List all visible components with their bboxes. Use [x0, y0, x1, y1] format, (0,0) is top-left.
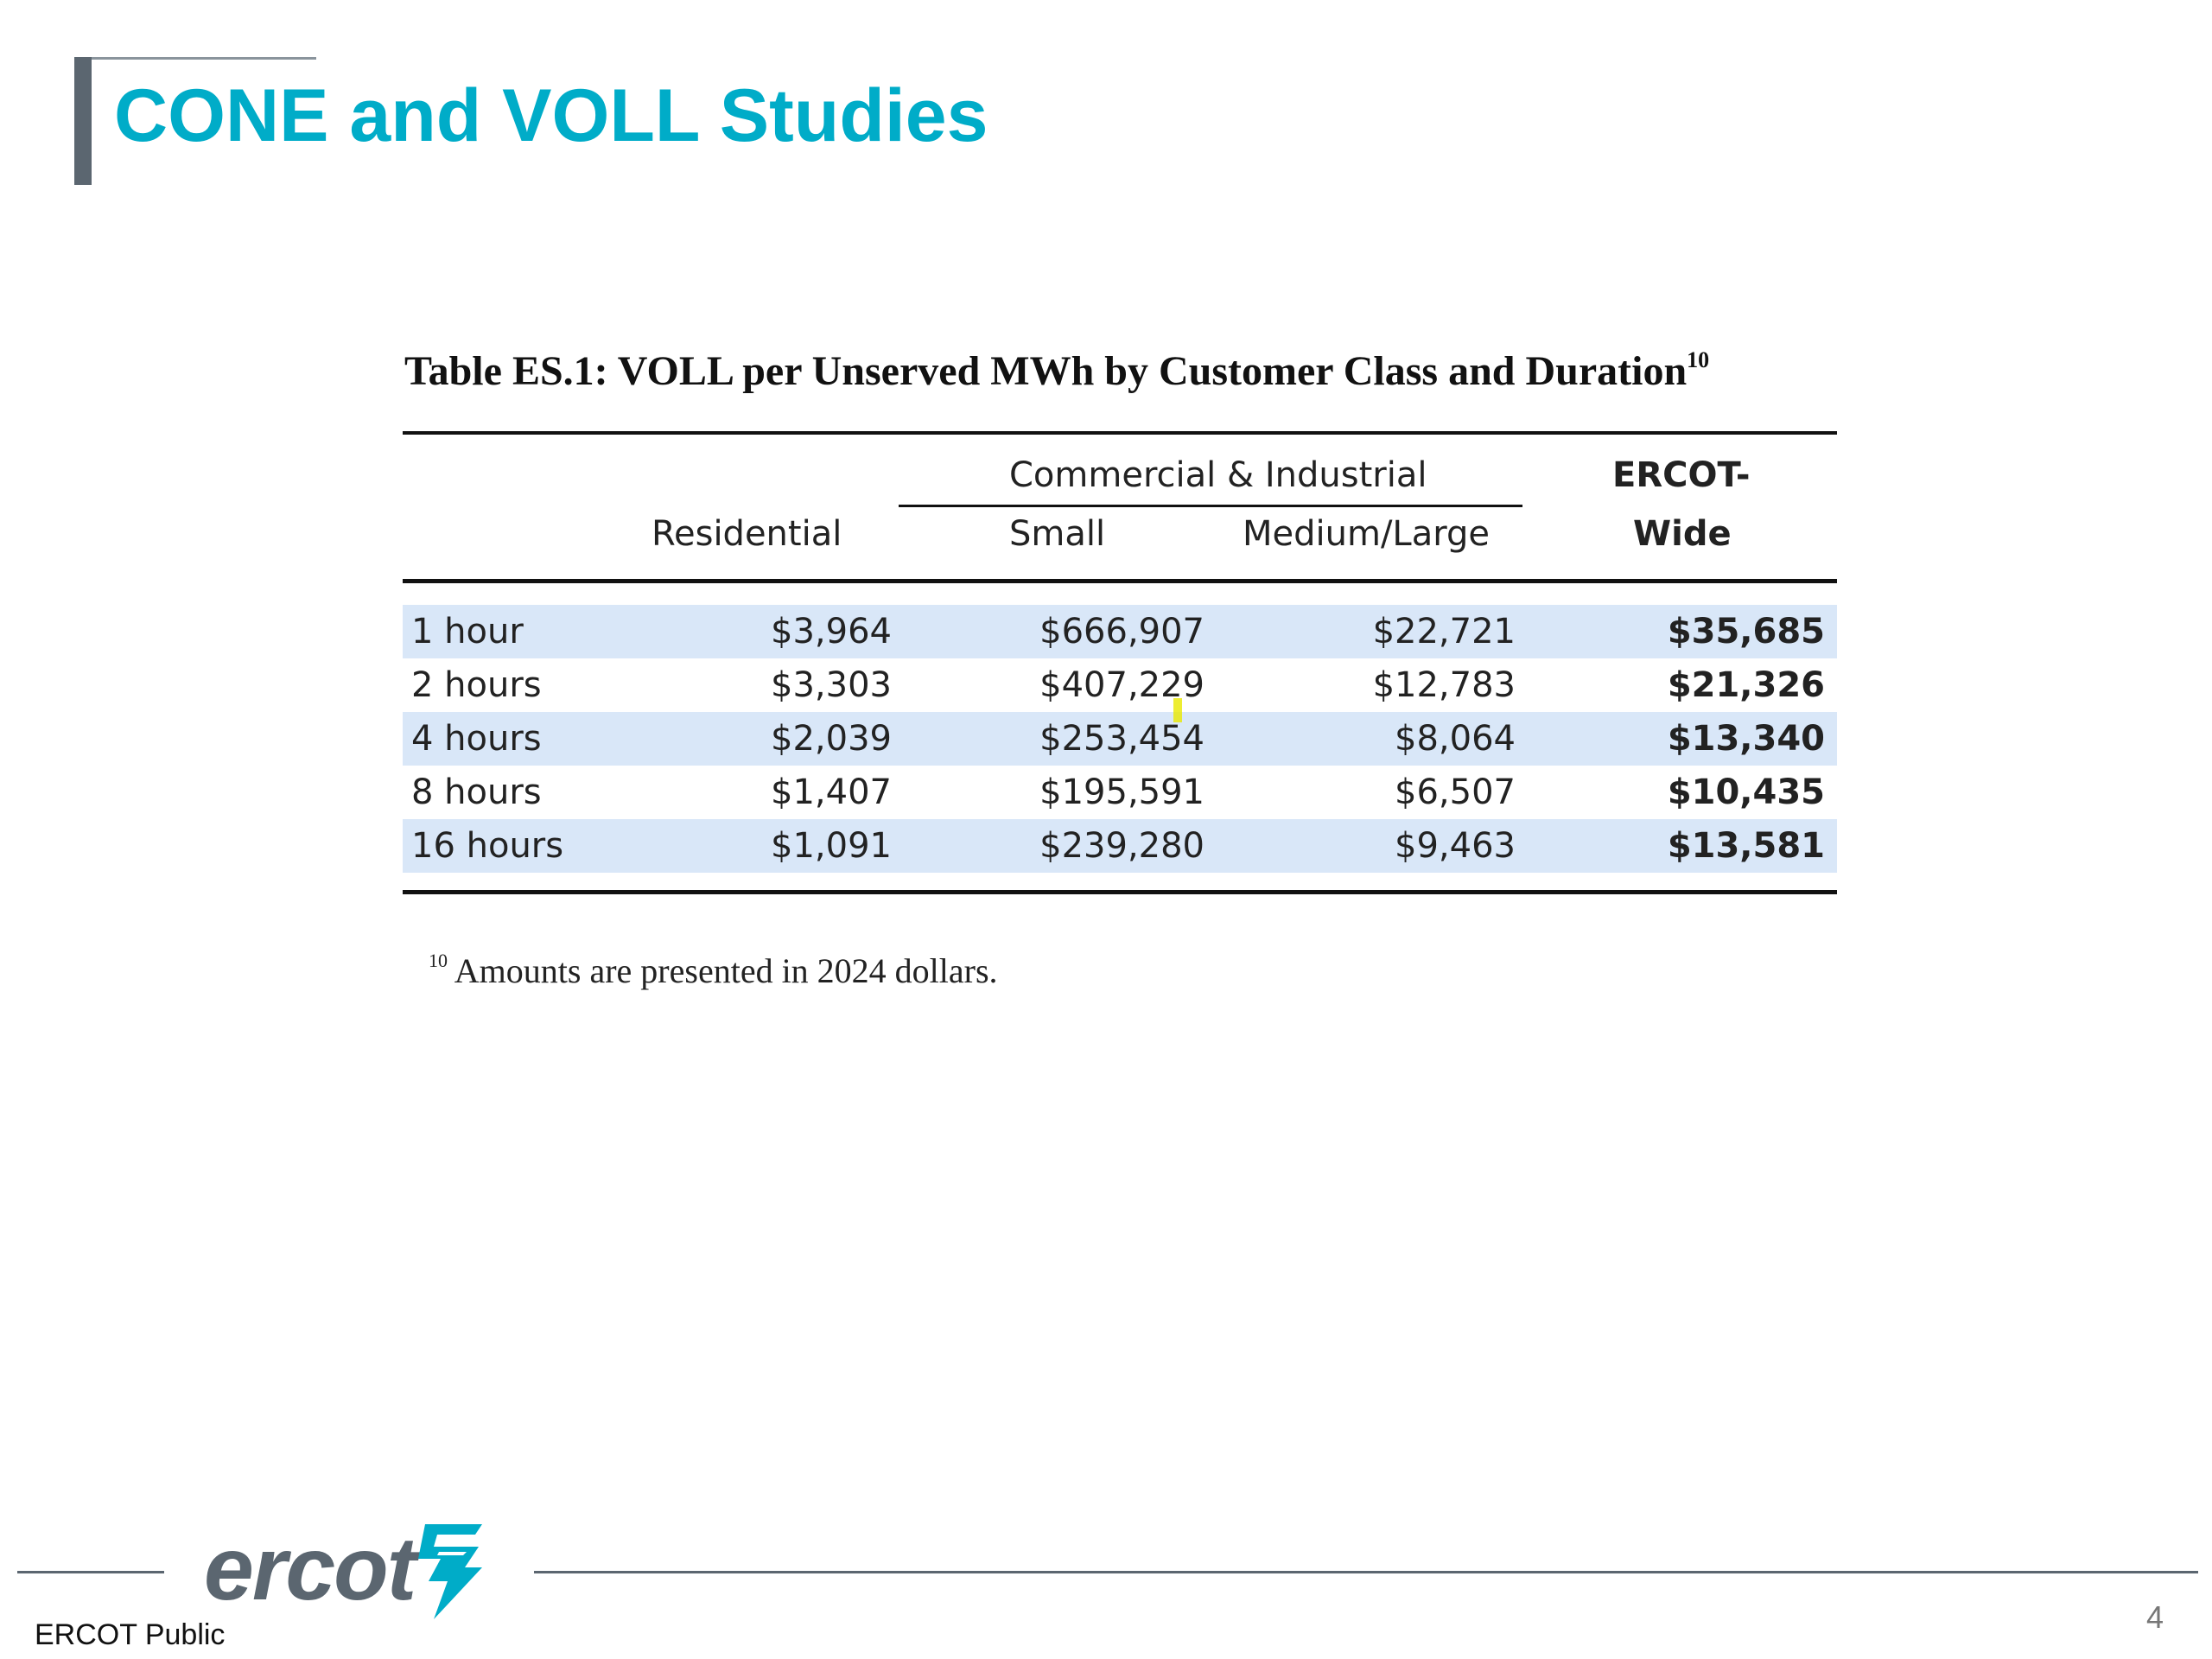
header-ercot-wide-line2: Wide: [1633, 514, 1732, 554]
ercot-lightning-icon: [418, 1524, 482, 1619]
title-accent-bar: [74, 57, 92, 185]
cell-residential: $2,039: [771, 719, 892, 759]
header-group-commercial-industrial: Commercial & Industrial: [1009, 455, 1427, 495]
footnote-text: Amounts are presented in 2024 dollars.: [454, 951, 998, 990]
table-top-rule: [403, 431, 1837, 435]
footnote-ref: 10: [429, 950, 448, 971]
cell-ercot-wide: $13,340: [1667, 719, 1825, 759]
header-ercot-wide-line1: ERCOT-: [1612, 455, 1751, 495]
cell-residential: $3,303: [771, 665, 892, 705]
cell-small: $253,454: [1039, 719, 1205, 759]
footer-rule-left: [17, 1571, 164, 1573]
header-small: Small: [1009, 514, 1106, 554]
group-header-rule: [899, 505, 1522, 507]
table-row: 2 hours $3,303 $407,229 $12,783 $21,326: [403, 658, 1837, 712]
table-row: 4 hours $2,039 $253,454 $8,064 $13,340: [403, 712, 1837, 766]
table-caption-text: Table ES.1: VOLL per Unserved MWh by Cus…: [404, 348, 1688, 394]
table-row: 8 hours $1,407 $195,591 $6,507 $10,435: [403, 766, 1837, 819]
title-accent-rule: [74, 57, 316, 60]
caption-footnote-ref: 10: [1687, 347, 1710, 372]
header-residential: Residential: [652, 514, 842, 554]
table-caption: Table ES.1: VOLL per Unserved MWh by Cus…: [404, 347, 1709, 396]
yellow-highlight-mark: [1173, 698, 1182, 722]
cell-ercot-wide: $35,685: [1667, 612, 1825, 652]
cell-residential: $1,091: [771, 826, 892, 866]
cell-medium-large: $12,783: [1372, 665, 1516, 705]
cell-medium-large: $22,721: [1372, 612, 1516, 652]
classification-label: ERCOT Public: [35, 1618, 226, 1651]
cell-medium-large: $6,507: [1395, 772, 1516, 812]
cell-small: $195,591: [1039, 772, 1205, 812]
row-duration: 8 hours: [411, 772, 542, 812]
cell-medium-large: $9,463: [1395, 826, 1516, 866]
cell-ercot-wide: $21,326: [1667, 665, 1825, 705]
cell-residential: $1,407: [771, 772, 892, 812]
slide-title: CONE and VOLL Studies: [114, 74, 988, 157]
row-duration: 4 hours: [411, 719, 542, 759]
row-duration: 1 hour: [411, 612, 524, 652]
cell-small: $666,907: [1039, 612, 1205, 652]
table-row: 1 hour $3,964 $666,907 $22,721 $35,685: [403, 605, 1837, 658]
cell-medium-large: $8,064: [1395, 719, 1516, 759]
header-medium-large: Medium/Large: [1243, 514, 1490, 554]
cell-small: $239,280: [1039, 826, 1205, 866]
table-bottom-rule: [403, 890, 1837, 894]
row-duration: 2 hours: [411, 665, 542, 705]
row-duration: 16 hours: [411, 826, 564, 866]
table-footnote: 10 Amounts are presented in 2024 dollars…: [429, 950, 998, 992]
cell-residential: $3,964: [771, 612, 892, 652]
table-header-rule: [403, 579, 1837, 583]
table-row: 16 hours $1,091 $239,280 $9,463 $13,581: [403, 819, 1837, 873]
page-number: 4: [2145, 1599, 2164, 1635]
ercot-logo-text: ercot: [204, 1519, 416, 1619]
footer-rule-right: [534, 1571, 2198, 1573]
ercot-logo: ercot: [204, 1517, 494, 1621]
cell-ercot-wide: $13,581: [1667, 826, 1825, 866]
cell-ercot-wide: $10,435: [1667, 772, 1825, 812]
